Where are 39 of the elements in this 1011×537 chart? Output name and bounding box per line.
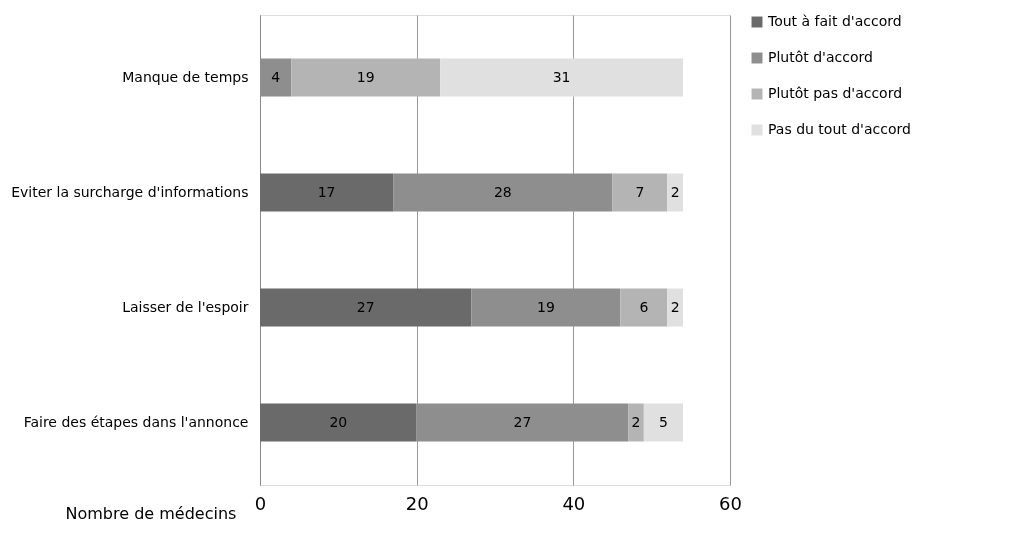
- data-label: 2: [670, 183, 680, 200]
- x-axis-title: Nombre de médecins: [65, 503, 237, 523]
- data-label: 5: [658, 413, 668, 430]
- x-tick-label: 40: [562, 492, 586, 514]
- x-tick-label: 60: [719, 492, 742, 514]
- bar: [440, 58, 683, 97]
- y-tick-label: Laisser de l'espoir: [122, 299, 249, 315]
- legend-label: Pas du tout d'accord: [768, 121, 911, 137]
- x-tick-label: 20: [405, 492, 429, 514]
- data-label: 17: [317, 183, 336, 200]
- bar: [291, 58, 441, 97]
- bar: [260, 288, 472, 327]
- data-label: 27: [513, 413, 532, 430]
- data-label: 2: [670, 298, 680, 315]
- bar: [643, 403, 683, 442]
- y-tick-label: Manque de temps: [122, 69, 249, 85]
- data-label: 4: [271, 68, 281, 85]
- bar: [260, 173, 394, 212]
- data-label: 28: [493, 183, 512, 200]
- legend-label: Plutôt d'accord: [768, 49, 873, 65]
- y-tick-label: Faire des étapes dans l'annonce: [23, 414, 249, 430]
- y-tick-label: Eviter la surcharge d'informations: [11, 184, 249, 200]
- data-label: 6: [639, 298, 649, 315]
- bar: [628, 403, 644, 442]
- bar: [667, 173, 683, 212]
- legend-label: Tout à fait d'accord: [767, 13, 902, 29]
- data-label: 19: [537, 298, 555, 315]
- bar: [260, 403, 417, 442]
- data-label: 2: [631, 413, 641, 430]
- data-label: 31: [552, 68, 571, 85]
- data-label: 7: [635, 183, 645, 200]
- legend-label: Plutôt pas d'accord: [768, 85, 903, 101]
- bar: [667, 288, 683, 327]
- x-tick-label: 0: [254, 492, 267, 514]
- data-label: 27: [356, 298, 375, 315]
- bar: [612, 173, 668, 212]
- data-label: 19: [356, 68, 375, 85]
- data-label: 20: [329, 413, 348, 430]
- bar: [620, 288, 668, 327]
